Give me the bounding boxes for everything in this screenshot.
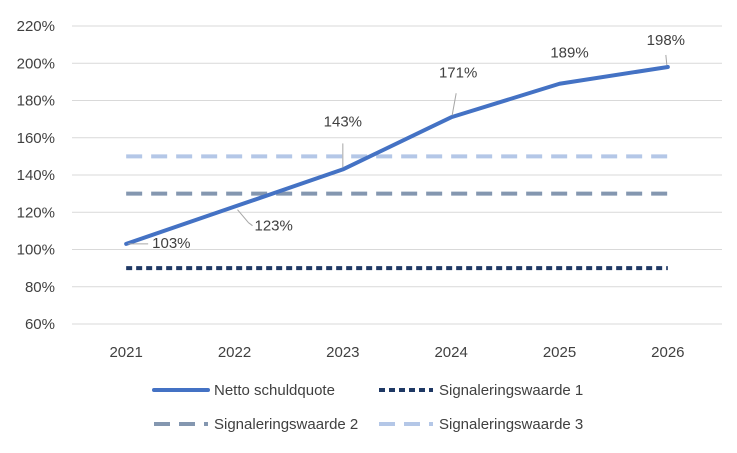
legend-label-1: Netto schuldquote	[214, 382, 335, 399]
y-tick-label: 220%	[17, 18, 55, 35]
data-label: 103%	[152, 235, 190, 252]
y-tick-label: 160%	[17, 130, 55, 147]
y-tick-label: 140%	[17, 167, 55, 184]
legend-label-4: Signaleringswaarde 3	[439, 416, 583, 433]
x-axis-ticks: 2021 2022 2023 2024 2025 2026	[109, 344, 684, 361]
x-tick-label: 2025	[543, 344, 576, 361]
data-label-leader	[237, 209, 249, 223]
data-label: 171%	[439, 64, 477, 81]
y-tick-label: 180%	[17, 93, 55, 110]
y-tick-label: 80%	[25, 279, 55, 296]
legend-label-2: Signaleringswaarde 1	[439, 382, 583, 399]
x-tick-label: 2022	[218, 344, 251, 361]
y-tick-label: 100%	[17, 242, 55, 259]
legend: Netto schuldquote Signaleringswaarde 1 Sig…	[152, 382, 583, 433]
y-tick-label: 200%	[17, 55, 55, 72]
legend-label-3: Signaleringswaarde 2	[214, 416, 358, 433]
data-labels: 103% 123% 143% 171% 189% 198%	[128, 32, 685, 252]
x-tick-label: 2023	[326, 344, 359, 361]
data-label: 198%	[647, 32, 685, 49]
gridlines	[72, 25, 722, 288]
data-label-leader	[248, 222, 253, 227]
series-lines	[124, 64, 670, 271]
data-label-leader	[451, 93, 457, 116]
y-tick-label: 120%	[17, 204, 55, 221]
data-label: 143%	[324, 113, 362, 130]
data-label: 189%	[550, 45, 588, 62]
y-tick-label: 60%	[25, 316, 55, 333]
y-axis-ticks: 60% 80% 100% 120% 140% 160% 180% 200% 220%	[17, 18, 55, 333]
x-tick-label: 2021	[109, 344, 142, 361]
series-line-1	[124, 64, 670, 246]
data-label-leader	[665, 54, 668, 66]
x-tick-label: 2026	[651, 344, 684, 361]
data-label: 123%	[255, 218, 293, 235]
x-tick-label: 2024	[434, 344, 467, 361]
